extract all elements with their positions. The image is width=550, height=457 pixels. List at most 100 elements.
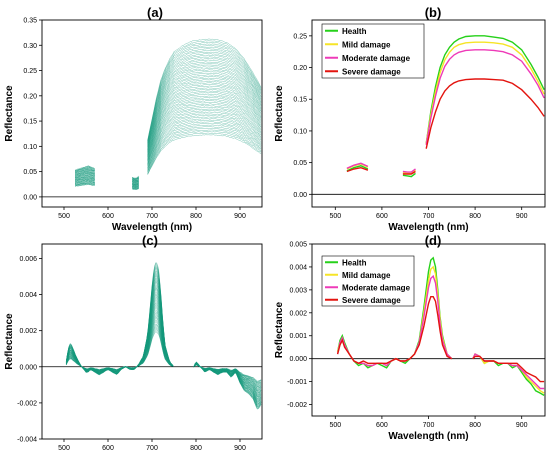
spectrum-line: [65, 280, 174, 374]
spectrum-line: [147, 118, 262, 169]
x-tick-label: 700: [423, 213, 435, 220]
spectrum-line: [132, 175, 139, 179]
spectrum-line: [147, 82, 262, 157]
spectrum-line: [132, 178, 139, 181]
spectrum-line: [65, 306, 174, 372]
x-tick-label: 500: [58, 213, 70, 220]
spectrum-line: [147, 105, 262, 165]
spectrum-line: [147, 67, 262, 151]
panel-letter: (a): [147, 5, 163, 20]
spectrum-line: [147, 111, 262, 167]
legend-label: Moderate damage: [342, 54, 411, 63]
panel-d: (d) 500 600 700 800 900 -0.002 -0.001 0.000 0.001…: [274, 233, 546, 442]
spectrum-line: [147, 128, 262, 173]
spectrum-line: [65, 327, 174, 371]
series-line-moderate-damage: [346, 162, 369, 169]
y-tick-label: 0.002: [289, 310, 307, 317]
y-axis-title: Reflectance: [274, 301, 285, 358]
spectrum-line: [147, 58, 262, 148]
spectrum-line: [147, 113, 262, 168]
spectrum-line: [147, 74, 262, 154]
y-tick-label: -0.002: [287, 402, 307, 409]
x-axis-title: Wavelength (nm): [388, 222, 468, 233]
axes-frame: [41, 243, 263, 440]
spectrum-line: [147, 92, 262, 160]
spectrum-line: [65, 331, 174, 371]
spectrum-line: [147, 72, 262, 153]
series-line-health: [402, 172, 416, 178]
x-tick-label: 800: [469, 213, 481, 220]
spectrum-line: [147, 56, 262, 147]
series-line-moderate-damage: [425, 49, 545, 146]
legend: Health Mild damage Moderate damage Severe d…: [321, 255, 415, 307]
spectrum-line: [65, 305, 174, 372]
spectrum-line: [65, 302, 174, 372]
x-tick-label: 900: [516, 213, 528, 220]
spectrum-line: [147, 106, 262, 165]
x-tick-label: 500: [329, 213, 341, 220]
y-tick-label: 0.25: [23, 68, 37, 75]
series-line-severe-damage: [425, 78, 545, 149]
legend-box: [321, 255, 415, 307]
x-tick-label: 700: [423, 422, 435, 429]
spectrum-line: [147, 64, 262, 150]
spectrum-line: [147, 63, 262, 150]
series-line-severe-damage: [472, 355, 545, 383]
y-tick-label: 0.00: [23, 194, 37, 201]
y-tick-label: 0.05: [293, 160, 307, 167]
spectrum-line: [74, 167, 95, 173]
spectrum-line: [132, 188, 139, 190]
spectrum-line: [65, 312, 174, 372]
spectrum-line: [147, 119, 262, 170]
x-tick-label: 700: [146, 445, 158, 452]
spectrum-line: [147, 61, 262, 149]
spectrum-line: [74, 176, 95, 181]
spectrum-line: [147, 66, 262, 151]
legend-label: Health: [342, 27, 367, 36]
panel-b: (b) 500 600 700 800 900 0.00 0.05 0.10 0.15 0.20 0.…: [274, 5, 546, 233]
spectrum-line: [147, 45, 262, 143]
x-tick-label: 800: [190, 213, 202, 220]
x-tick-label: 900: [516, 422, 528, 429]
spectrum-line: [147, 100, 262, 163]
spectrum-line: [147, 54, 262, 146]
y-tick-label: 0.35: [23, 18, 37, 25]
series-line-severe-damage: [402, 170, 416, 175]
spectrum-line: [147, 85, 262, 157]
spectrum-line: [147, 87, 262, 158]
series-line-severe-damage: [336, 296, 453, 365]
y-tick-label: 0.006: [19, 256, 37, 263]
spectrum-line: [147, 132, 262, 175]
panel-c: (c) 500 600 700 800 900 -0.004 -0.002 0.000 0.002…: [4, 233, 263, 457]
spectrum-line: [74, 178, 95, 182]
spectrum-line: [65, 328, 174, 371]
y-tick-label: -0.004: [17, 437, 37, 444]
spectrum-line: [65, 315, 174, 372]
spectrum-line: [147, 46, 262, 144]
panel-a: (a) 500 600 700 800 900 0.00 0.05 0.10 0.15 0.20 0.…: [4, 5, 263, 233]
y-tick-label: 0.20: [23, 93, 37, 100]
y-tick-label: 0.001: [289, 333, 307, 340]
spectrum-line: [147, 53, 262, 146]
spectrum-line: [147, 124, 262, 172]
legend-label: Severe damage: [342, 67, 401, 76]
spectrum-line: [147, 43, 262, 142]
spectrum-line: [65, 277, 174, 375]
series-line-severe-damage: [346, 166, 369, 173]
spectrum-line: [65, 291, 174, 373]
x-tick-label: 900: [234, 445, 246, 452]
spectrum-line: [147, 40, 262, 142]
spectrum-line: [147, 69, 262, 152]
x-tick-label: 800: [190, 445, 202, 452]
spectrum-line: [147, 93, 262, 161]
spectrum-line: [65, 330, 174, 370]
spectrum-line: [147, 110, 262, 166]
spectrum-line: [147, 77, 262, 155]
y-tick-label: 0.004: [19, 292, 37, 299]
y-tick-label: 0.002: [19, 328, 37, 335]
y-axis-title: Reflectance: [4, 85, 15, 142]
spectrum-line: [65, 326, 174, 371]
spectrum-line: [74, 165, 95, 171]
panel-letter: (d): [425, 233, 442, 248]
